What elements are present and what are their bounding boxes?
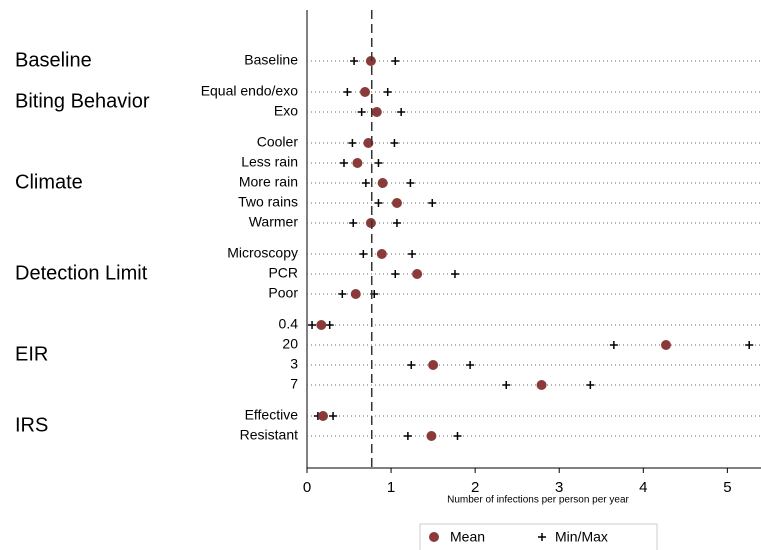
category-label: Cooler <box>257 134 299 150</box>
legend-label: Min/Max <box>555 529 608 545</box>
x-tick-label: 2 <box>471 479 479 496</box>
max-marker <box>374 159 383 167</box>
x-tick-label: 0 <box>303 479 311 496</box>
category-label: Equal endo/exo <box>201 83 299 99</box>
legend-label: Mean <box>450 529 485 545</box>
max-marker <box>450 270 459 278</box>
max-marker <box>408 250 417 258</box>
mean-dot <box>412 269 423 279</box>
mean-dot <box>377 178 388 188</box>
max-marker <box>453 432 462 440</box>
mean-dot <box>360 87 371 97</box>
min-marker <box>361 179 370 187</box>
mean-dot <box>350 289 361 299</box>
mean-dot <box>365 56 376 66</box>
max-marker <box>325 321 334 329</box>
mean-dot <box>352 158 363 168</box>
max-marker <box>745 341 754 349</box>
max-marker <box>392 219 401 227</box>
group-label: Baseline <box>15 49 92 71</box>
group-label: Climate <box>15 171 83 193</box>
max-marker <box>390 139 399 147</box>
min-marker <box>338 290 347 298</box>
mean-dot <box>363 138 374 148</box>
min-marker <box>350 57 359 65</box>
category-label: Poor <box>268 285 298 301</box>
category-label: 20 <box>282 336 298 352</box>
max-marker <box>383 88 392 96</box>
group-label: EIR <box>15 343 48 365</box>
max-marker <box>391 57 400 65</box>
mean-dot <box>426 431 437 441</box>
category-label: Two rains <box>238 194 298 210</box>
group-label: Biting Behavior <box>15 90 150 112</box>
mean-dot <box>376 249 387 259</box>
max-marker <box>397 108 406 116</box>
min-marker <box>357 108 366 116</box>
x-tick-label: 1 <box>387 479 395 496</box>
category-label: 7 <box>290 376 298 392</box>
category-label: 0.4 <box>279 316 299 332</box>
mean-dot <box>536 380 547 390</box>
x-tick-label: 5 <box>723 479 731 496</box>
min-marker <box>339 159 348 167</box>
legend-marker <box>538 533 546 541</box>
category-label: 3 <box>290 356 298 372</box>
min-marker <box>609 341 618 349</box>
category-label: Baseline <box>244 52 298 68</box>
category-label: PCR <box>268 265 298 281</box>
mean-dot <box>365 218 376 228</box>
min-marker <box>343 88 352 96</box>
max-marker <box>428 199 437 207</box>
group-label: Detection Limit <box>15 262 148 284</box>
category-label: Warmer <box>249 214 299 230</box>
group-label: IRS <box>15 414 48 436</box>
mean-dot <box>316 320 327 330</box>
category-label: Microscopy <box>227 245 298 261</box>
min-marker <box>407 361 416 369</box>
mean-dot <box>660 340 671 350</box>
legend-box <box>419 523 658 550</box>
min-marker <box>391 270 400 278</box>
min-marker <box>349 219 358 227</box>
min-marker <box>502 381 511 389</box>
x-axis-title: Number of infections per person per year <box>447 495 629 506</box>
x-tick-label: 3 <box>555 479 563 496</box>
min-marker <box>348 139 357 147</box>
min-marker <box>359 250 368 258</box>
x-tick-label: 4 <box>639 479 647 496</box>
min-marker <box>403 432 412 440</box>
min-marker <box>374 199 383 207</box>
mean-dot <box>371 107 382 117</box>
category-label: Resistant <box>240 427 298 443</box>
category-label: Exo <box>274 103 298 119</box>
category-label: Less rain <box>241 154 298 170</box>
max-marker <box>406 179 415 187</box>
category-label: More rain <box>239 174 298 190</box>
min-marker <box>308 321 317 329</box>
mean-dot <box>428 360 439 370</box>
max-marker <box>466 361 475 369</box>
max-marker <box>329 412 338 420</box>
max-marker <box>586 381 595 389</box>
legend-marker <box>429 532 439 542</box>
category-label: Effective <box>245 407 299 423</box>
mean-dot <box>391 198 402 208</box>
mean-dot <box>317 411 328 421</box>
